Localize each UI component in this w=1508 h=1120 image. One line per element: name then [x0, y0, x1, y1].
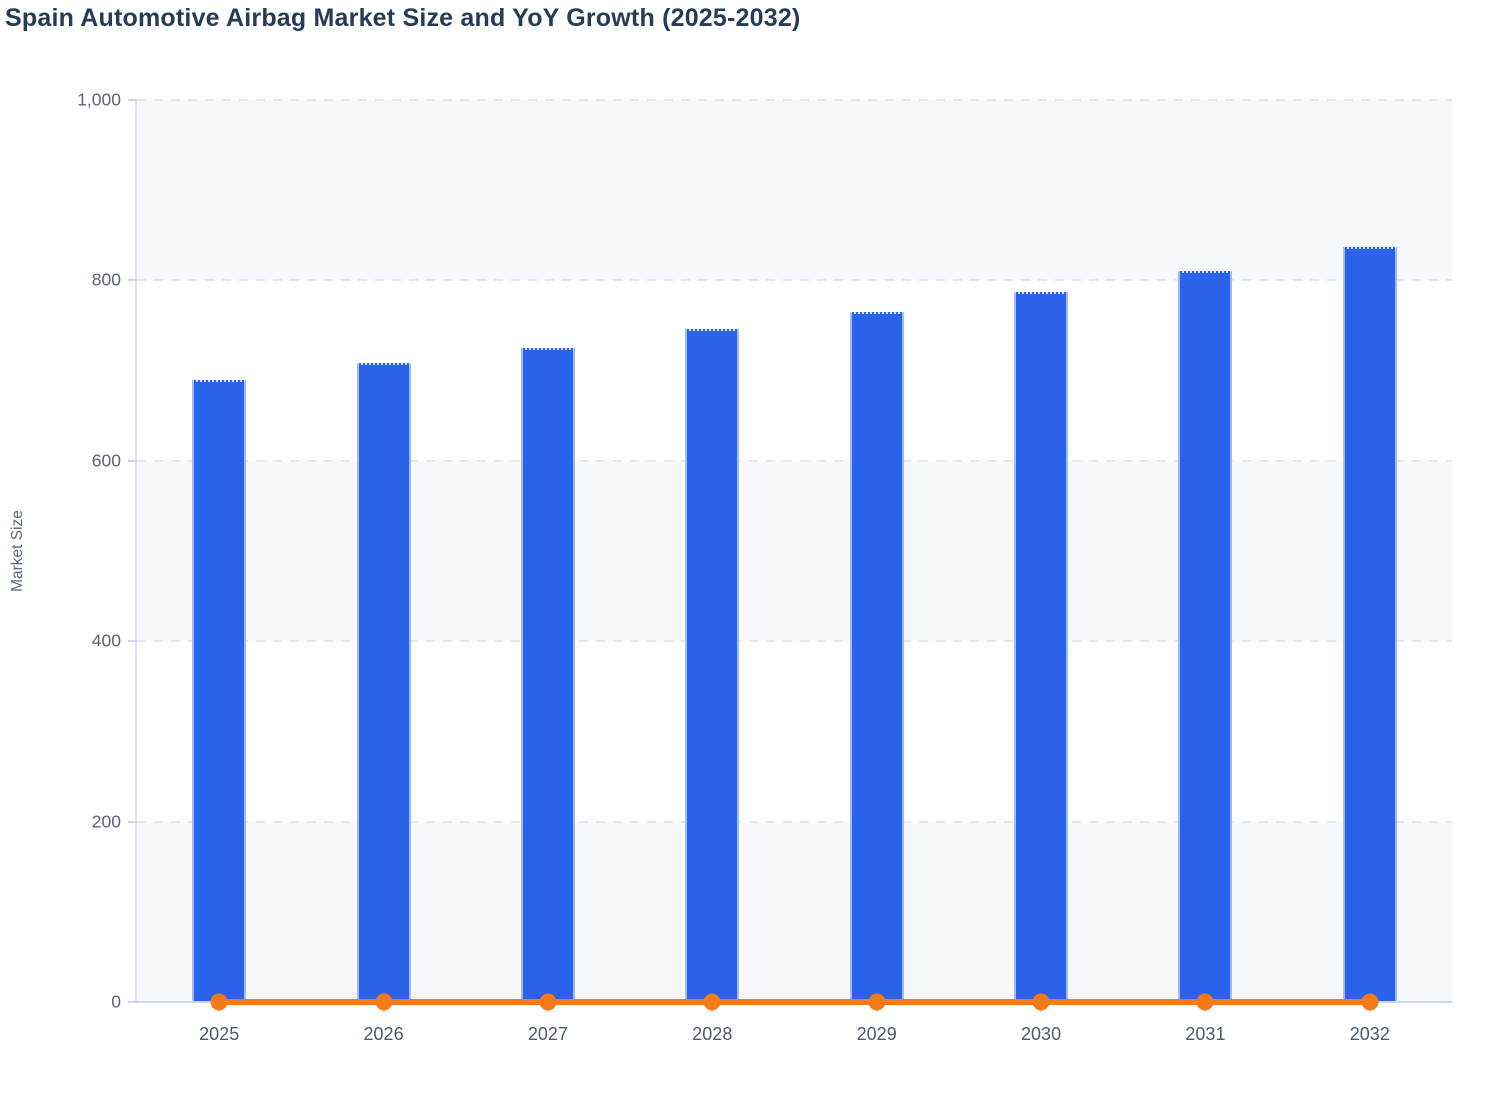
x-tick-label: 2030 [1021, 1024, 1062, 1044]
y-tick-mark [128, 1001, 137, 1003]
x-tick-label: 2032 [1349, 1024, 1390, 1044]
y-tick-mark [128, 99, 137, 101]
yoy-point-2025[interactable] [210, 993, 228, 1011]
bar-2029[interactable] [849, 311, 904, 1002]
y-tick-mark [128, 820, 137, 823]
y-tick-mark [128, 279, 137, 282]
yoy-point-2032[interactable] [1361, 993, 1379, 1011]
yoy-growth-line [219, 999, 1370, 1005]
x-tick-label: 2029 [856, 1024, 897, 1044]
gridline-1000 [137, 99, 1452, 101]
y-tick-mark [128, 459, 137, 462]
y-tick-label: 400 [91, 630, 121, 651]
x-tick-label: 2026 [363, 1024, 404, 1044]
x-tick-label: 2025 [199, 1024, 240, 1044]
y-tick-label: 800 [91, 269, 121, 290]
bar-2032[interactable] [1342, 247, 1397, 1002]
y-tick-mark [128, 640, 137, 643]
y-tick-label: 0 [111, 991, 121, 1012]
y-tick-label: 200 [91, 811, 121, 832]
bar-2030[interactable] [1014, 292, 1069, 1002]
bar-2031[interactable] [1178, 271, 1233, 1002]
gridline-200 [137, 820, 1452, 823]
yoy-point-2030[interactable] [1032, 993, 1050, 1011]
y-axis-title: Market Size [9, 510, 26, 592]
yoy-point-2031[interactable] [1196, 993, 1214, 1011]
plot-band [137, 460, 1452, 642]
yoy-point-2027[interactable] [539, 993, 557, 1011]
plot-band [137, 821, 1452, 1002]
gridline-600 [137, 459, 1452, 462]
bar-2028[interactable] [685, 329, 740, 1002]
bar-2027[interactable] [520, 348, 575, 1002]
yoy-point-2026[interactable] [375, 993, 393, 1011]
x-tick-label: 2027 [527, 1024, 568, 1044]
y-tick-label: 600 [91, 450, 121, 471]
chart-title: Spain Automotive Airbag Market Size and … [5, 4, 801, 32]
yoy-point-2029[interactable] [868, 993, 886, 1011]
gridline-800 [137, 279, 1452, 282]
plot-area: 0 200 400 600 800 1,000 2025 2026 2027 2028 2029 20… [77, 90, 1452, 1044]
plot-band [137, 100, 1452, 281]
x-tick-label: 2028 [692, 1024, 733, 1044]
bar-2026[interactable] [356, 363, 411, 1002]
y-tick-label: 1,000 [77, 89, 121, 110]
bar-2025[interactable] [192, 379, 247, 1002]
yoy-point-2028[interactable] [703, 993, 721, 1011]
gridline-400 [137, 640, 1452, 643]
y-axis-line [135, 100, 137, 1002]
x-tick-label: 2031 [1185, 1024, 1226, 1044]
